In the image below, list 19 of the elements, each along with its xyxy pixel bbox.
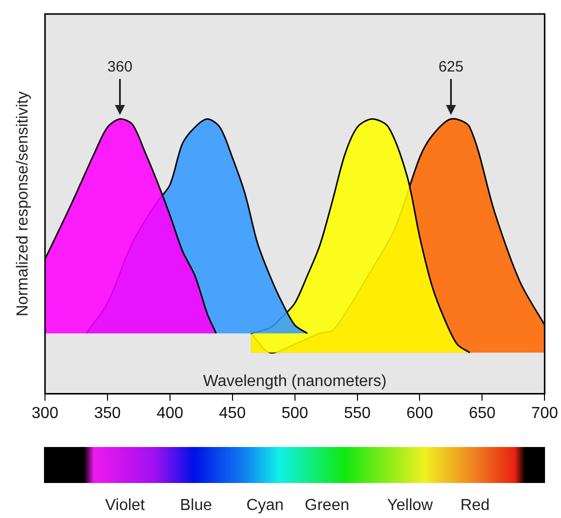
x-tick-label: 700	[531, 404, 558, 422]
text: Cyan	[246, 497, 284, 515]
text: Green	[304, 497, 350, 515]
x-tick-label: 650	[468, 404, 496, 422]
text: Red	[460, 497, 490, 515]
x-tick-label: 300	[32, 404, 58, 422]
x-tick-label: 600	[406, 404, 434, 422]
y-axis-title: Normalized response/sensitivity	[14, 91, 32, 316]
text: Yellow	[387, 497, 433, 515]
x-tick-label: 350	[94, 404, 121, 422]
x-tick-label: 450	[219, 404, 246, 422]
annotation: 625	[438, 58, 464, 76]
x-tick-label: 500	[281, 404, 308, 422]
text: Violet	[105, 497, 145, 515]
annotation: 360	[107, 58, 132, 76]
x-tick-label: 400	[156, 404, 184, 422]
text: Blue	[180, 497, 212, 515]
x-tick-label: 550	[344, 404, 371, 422]
x-axis-title: Wavelength (nanometers)	[203, 373, 387, 390]
